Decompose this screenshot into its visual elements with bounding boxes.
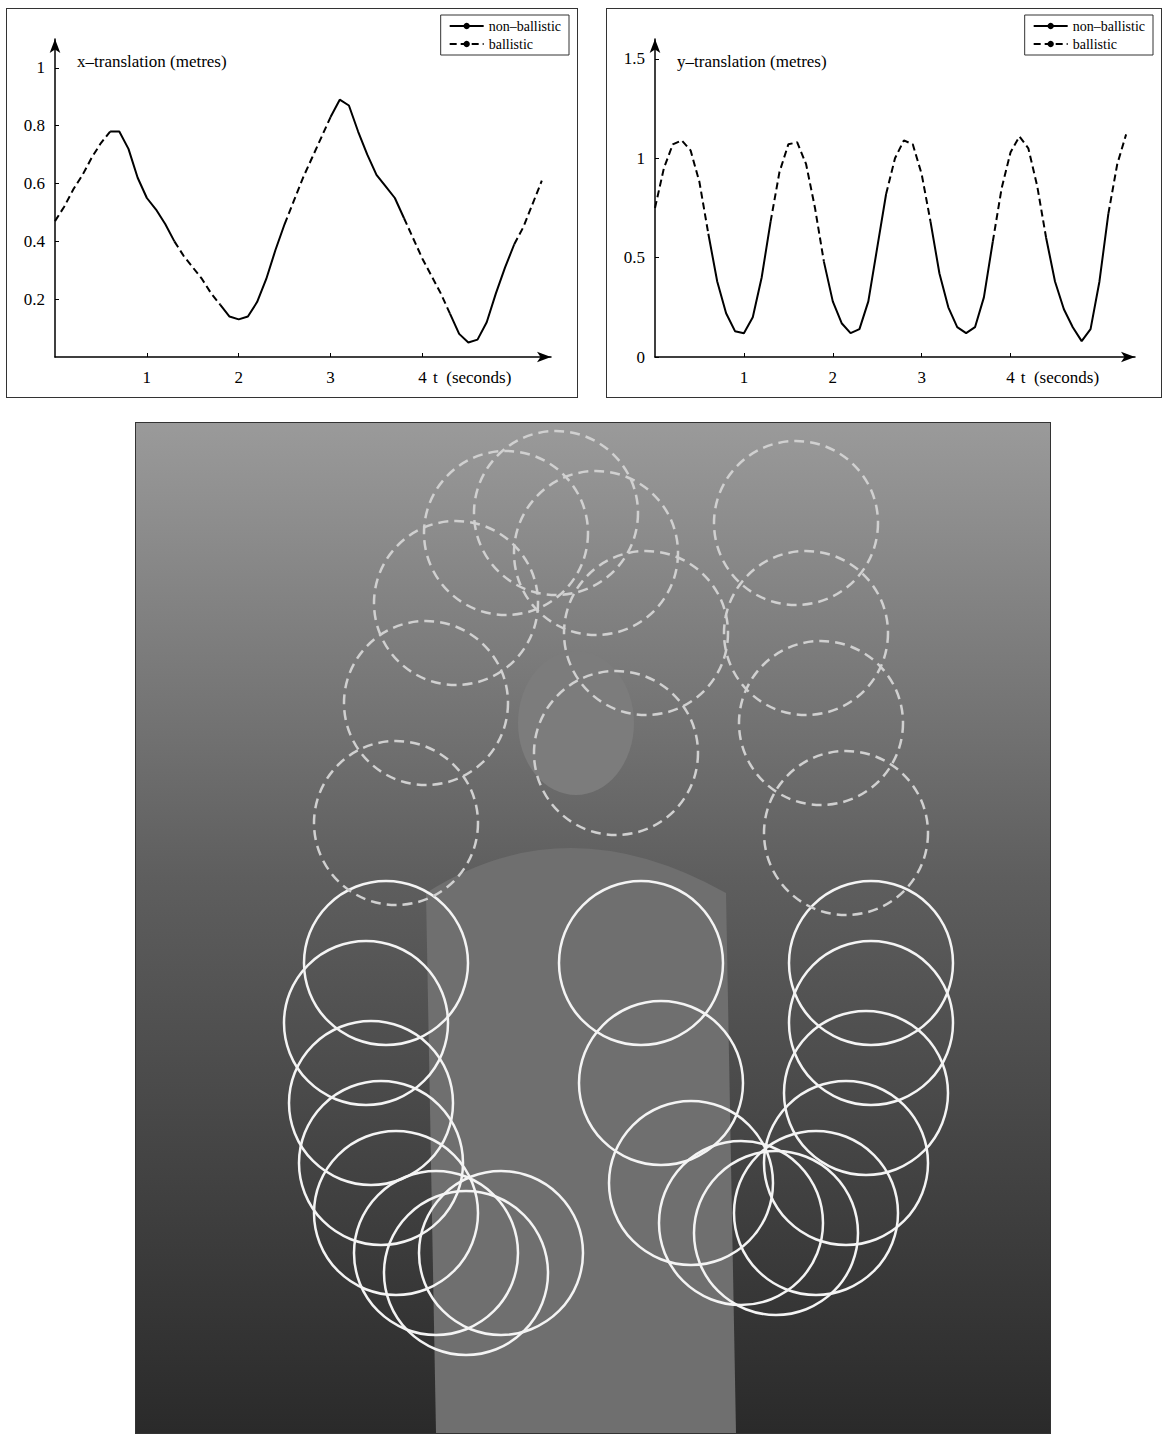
svg-text:4: 4 <box>418 368 427 387</box>
svg-text:0.4: 0.4 <box>24 232 46 251</box>
svg-text:1: 1 <box>143 368 152 387</box>
svg-text:1: 1 <box>37 58 46 77</box>
svg-text:1: 1 <box>740 368 749 387</box>
svg-text:2: 2 <box>234 368 243 387</box>
svg-text:non–ballistic: non–ballistic <box>1073 19 1145 34</box>
svg-text:4: 4 <box>1006 368 1015 387</box>
svg-text:0.6: 0.6 <box>24 174 45 193</box>
svg-text:t (seconds): t (seconds) <box>433 368 511 387</box>
svg-text:ballistic: ballistic <box>1073 37 1117 52</box>
svg-text:2: 2 <box>829 368 838 387</box>
svg-text:0: 0 <box>637 348 646 367</box>
svg-text:1.5: 1.5 <box>624 49 645 68</box>
svg-text:3: 3 <box>326 368 335 387</box>
svg-text:1: 1 <box>637 149 646 168</box>
svg-text:x–translation (metres): x–translation (metres) <box>77 52 227 71</box>
svg-text:ballistic: ballistic <box>489 37 533 52</box>
svg-text:0.2: 0.2 <box>24 290 45 309</box>
svg-text:y–translation (metres): y–translation (metres) <box>677 52 827 71</box>
svg-text:t (seconds): t (seconds) <box>1021 368 1099 387</box>
svg-text:0.8: 0.8 <box>24 116 45 135</box>
svg-text:non–ballistic: non–ballistic <box>489 19 561 34</box>
svg-text:0.5: 0.5 <box>624 248 645 267</box>
svg-text:3: 3 <box>917 368 926 387</box>
